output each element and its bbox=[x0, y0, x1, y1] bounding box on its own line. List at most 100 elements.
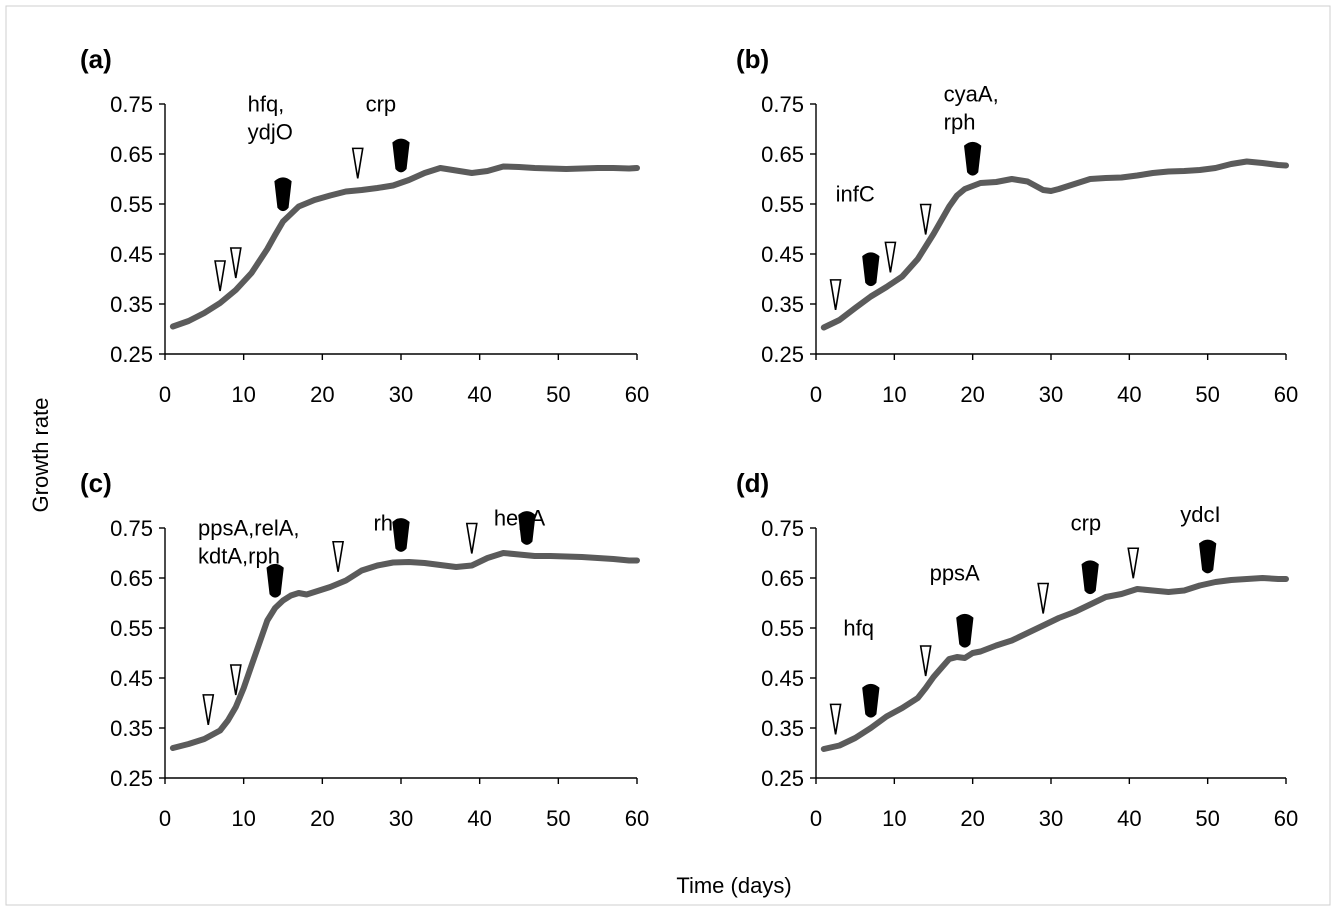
y-tick-label: 0.45 bbox=[761, 242, 804, 267]
x-tick-label: 60 bbox=[1274, 382, 1298, 407]
x-tick-label: 10 bbox=[882, 806, 906, 831]
open-arrow-marker bbox=[829, 279, 842, 311]
filled-arrow-marker bbox=[1199, 539, 1217, 574]
y-tick-label: 0.35 bbox=[110, 716, 153, 741]
filled-arrow-marker bbox=[392, 518, 410, 552]
growth-curve bbox=[820, 575, 1289, 752]
panel-label: (d) bbox=[736, 468, 769, 498]
x-tick-label: 40 bbox=[1117, 806, 1141, 831]
x-tick-label: 60 bbox=[625, 382, 649, 407]
y-tick-label: 0.25 bbox=[761, 342, 804, 367]
filled-arrow-marker bbox=[392, 138, 410, 173]
figure-frame bbox=[5, 5, 1331, 906]
x-tick-label: 0 bbox=[810, 806, 822, 831]
filled-arrow-marker bbox=[266, 563, 284, 598]
open-arrow-marker bbox=[1037, 582, 1050, 614]
gene-label: rph bbox=[944, 110, 976, 135]
open-arrow-marker bbox=[919, 203, 932, 235]
panel-3: (d) 0.25 0.35 0.45 0.55 0.65 0.75 0 10 20 30 40 50 60… bbox=[736, 468, 1298, 831]
x-tick-label: 20 bbox=[310, 382, 334, 407]
gene-label: cyaA, bbox=[944, 82, 999, 107]
y-tick-label: 0.75 bbox=[761, 92, 804, 117]
open-arrow-marker bbox=[919, 645, 932, 677]
y-tick-label: 0.45 bbox=[761, 666, 804, 691]
gene-label: rho bbox=[373, 511, 405, 536]
y-axis-title: Growth rate bbox=[28, 398, 53, 513]
panel-2: (c) 0.25 0.35 0.45 0.55 0.65 0.75 0 10 20 30 40 50 60… bbox=[80, 468, 649, 831]
x-tick-label: 50 bbox=[1195, 382, 1219, 407]
y-tick-label: 0.35 bbox=[110, 292, 153, 317]
x-tick-label: 40 bbox=[1117, 382, 1141, 407]
y-tick-label: 0.45 bbox=[110, 242, 153, 267]
y-tick-label: 0.45 bbox=[110, 666, 153, 691]
filled-arrow-marker bbox=[956, 613, 974, 648]
gene-label: crp bbox=[366, 92, 397, 117]
x-tick-label: 0 bbox=[159, 806, 171, 831]
y-tick-label: 0.55 bbox=[761, 616, 804, 641]
panel-1: (b) 0.25 0.35 0.45 0.55 0.65 0.75 0 10 20 30 40 50 60… bbox=[736, 44, 1298, 407]
x-tick-label: 10 bbox=[231, 806, 255, 831]
x-tick-label: 20 bbox=[310, 806, 334, 831]
filled-arrow-marker bbox=[964, 141, 982, 176]
growth-curve bbox=[820, 158, 1289, 331]
panel-label: (a) bbox=[80, 44, 112, 74]
x-tick-label: 30 bbox=[389, 382, 413, 407]
x-tick-label: 10 bbox=[882, 382, 906, 407]
x-tick-label: 40 bbox=[467, 806, 491, 831]
x-tick-label: 30 bbox=[1039, 382, 1063, 407]
open-arrow-marker bbox=[1127, 547, 1140, 579]
filled-arrow-marker bbox=[862, 683, 880, 718]
y-tick-label: 0.25 bbox=[761, 766, 804, 791]
open-arrow-marker bbox=[351, 147, 364, 179]
gene-label: kdtA,rph bbox=[198, 544, 280, 569]
open-arrow-marker bbox=[465, 522, 478, 554]
x-tick-label: 30 bbox=[389, 806, 413, 831]
growth-curve bbox=[169, 163, 640, 330]
gene-label: crp bbox=[1071, 511, 1102, 536]
open-arrow-marker bbox=[332, 540, 345, 572]
gene-label: hepA bbox=[494, 506, 546, 531]
y-tick-label: 0.75 bbox=[110, 516, 153, 541]
y-tick-label: 0.35 bbox=[761, 716, 804, 741]
y-tick-label: 0.35 bbox=[761, 292, 804, 317]
filled-arrow-marker bbox=[1081, 560, 1099, 595]
gene-label: ppsA bbox=[930, 561, 980, 586]
x-tick-label: 20 bbox=[960, 806, 984, 831]
filled-arrow-marker bbox=[274, 177, 292, 212]
filled-arrow-marker bbox=[862, 252, 880, 287]
y-tick-label: 0.65 bbox=[110, 142, 153, 167]
x-tick-label: 20 bbox=[960, 382, 984, 407]
x-tick-label: 60 bbox=[1274, 806, 1298, 831]
y-tick-label: 0.55 bbox=[761, 192, 804, 217]
x-tick-label: 60 bbox=[625, 806, 649, 831]
x-tick-label: 50 bbox=[1195, 806, 1219, 831]
y-tick-label: 0.25 bbox=[110, 342, 153, 367]
y-tick-label: 0.65 bbox=[110, 566, 153, 591]
gene-label: ydcI bbox=[1180, 502, 1220, 527]
open-arrow-marker bbox=[229, 664, 242, 696]
open-arrow-marker bbox=[884, 241, 897, 273]
y-tick-label: 0.25 bbox=[110, 766, 153, 791]
x-tick-label: 0 bbox=[159, 382, 171, 407]
x-tick-label: 10 bbox=[231, 382, 255, 407]
gene-label: ppsA,relA, bbox=[198, 516, 299, 541]
y-tick-label: 0.55 bbox=[110, 616, 153, 641]
panel-label: (b) bbox=[736, 44, 769, 74]
open-arrow-marker bbox=[829, 703, 842, 735]
panels: (a) 0.25 0.35 0.45 0.55 0.65 0.75 0 10 20 30 40 50 60… bbox=[80, 44, 1298, 831]
open-arrow-marker bbox=[214, 260, 227, 292]
x-tick-label: 0 bbox=[810, 382, 822, 407]
x-tick-label: 40 bbox=[467, 382, 491, 407]
x-tick-label: 30 bbox=[1039, 806, 1063, 831]
x-tick-label: 50 bbox=[546, 806, 570, 831]
filled-arrow-marker bbox=[518, 511, 536, 545]
x-axis-title: Time (days) bbox=[676, 873, 791, 898]
y-tick-label: 0.65 bbox=[761, 142, 804, 167]
panel-label: (c) bbox=[80, 468, 112, 498]
y-tick-label: 0.65 bbox=[761, 566, 804, 591]
gene-label: hfq bbox=[843, 616, 874, 641]
open-arrow-marker bbox=[202, 694, 215, 726]
y-tick-label: 0.55 bbox=[110, 192, 153, 217]
growth-curve bbox=[169, 550, 640, 751]
